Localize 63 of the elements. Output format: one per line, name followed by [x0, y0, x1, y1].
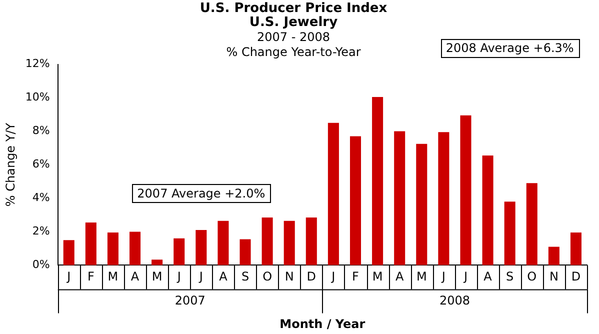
bar	[85, 222, 96, 266]
bar	[196, 230, 207, 266]
x-tick-label: M	[152, 270, 162, 284]
x-tick-label: J	[462, 270, 468, 284]
bar	[548, 246, 560, 266]
text: 2008 Average +6.3%	[446, 41, 574, 56]
bar	[262, 217, 273, 266]
bar	[130, 232, 141, 266]
x-tick-label: J	[198, 270, 203, 284]
x-tick-label: M	[372, 270, 383, 284]
x-tick-label: J	[330, 270, 336, 284]
bar	[350, 136, 362, 266]
x-tick-label: F	[87, 270, 94, 284]
x-tick-label: S	[241, 270, 250, 284]
bar	[526, 183, 538, 266]
y-tick-label: 10%	[25, 90, 50, 104]
chart-title: U.S. Producer Price Index U.S. Jewelry	[200, 1, 388, 30]
text: 2007	[174, 293, 206, 308]
bar	[306, 217, 317, 266]
x-tick-label: J	[440, 270, 446, 284]
annotation: 2007 Average +2.0%	[137, 186, 266, 200]
bar	[63, 240, 74, 266]
y-tick-label: 0%	[32, 258, 50, 272]
x-tick-label: A	[395, 270, 404, 284]
bar	[570, 232, 582, 266]
y-tick-label: 12%	[25, 57, 50, 70]
text: 2008	[439, 293, 470, 308]
x-tick-label: S	[506, 270, 514, 284]
bar	[107, 232, 118, 266]
bar	[152, 260, 163, 266]
bar	[504, 202, 516, 266]
x-tick-label: M	[108, 270, 118, 284]
bar	[218, 220, 229, 266]
y-axis-title: % Change Y/Y	[3, 122, 18, 207]
bar	[416, 144, 428, 266]
bar	[174, 238, 185, 266]
x-tick-label: A	[484, 270, 493, 284]
x-tick-label: D	[571, 270, 581, 284]
bar	[394, 131, 406, 266]
x-tick-label: A	[130, 270, 140, 284]
x-tick-label: M	[416, 270, 427, 284]
bar	[482, 156, 494, 266]
bar	[328, 122, 339, 266]
y-tick-label: 4%	[32, 191, 50, 204]
x-tick-label: A	[219, 270, 228, 284]
y-tick-label: 2%	[32, 224, 50, 238]
x-tick-label: F	[352, 270, 360, 284]
bar	[460, 115, 472, 266]
bar	[284, 220, 295, 266]
chart-subtitle: 2007 - 2008 % Change Year-to-Year	[226, 30, 361, 59]
bar	[372, 96, 384, 266]
x-tick-label: J	[176, 270, 181, 284]
x-axis-title: Month / Year	[280, 316, 366, 331]
y-tick-label: 6%	[32, 158, 50, 171]
bar	[240, 239, 251, 266]
x-tick-label: O	[262, 270, 272, 284]
bar	[438, 132, 450, 266]
x-tick-label: N	[549, 270, 558, 284]
x-tick-label: D	[306, 270, 316, 284]
y-tick-label: 8%	[32, 124, 50, 138]
x-tick-label: O	[527, 270, 537, 284]
x-tick-label: J	[66, 270, 71, 284]
x-tick-label: N	[284, 270, 294, 284]
